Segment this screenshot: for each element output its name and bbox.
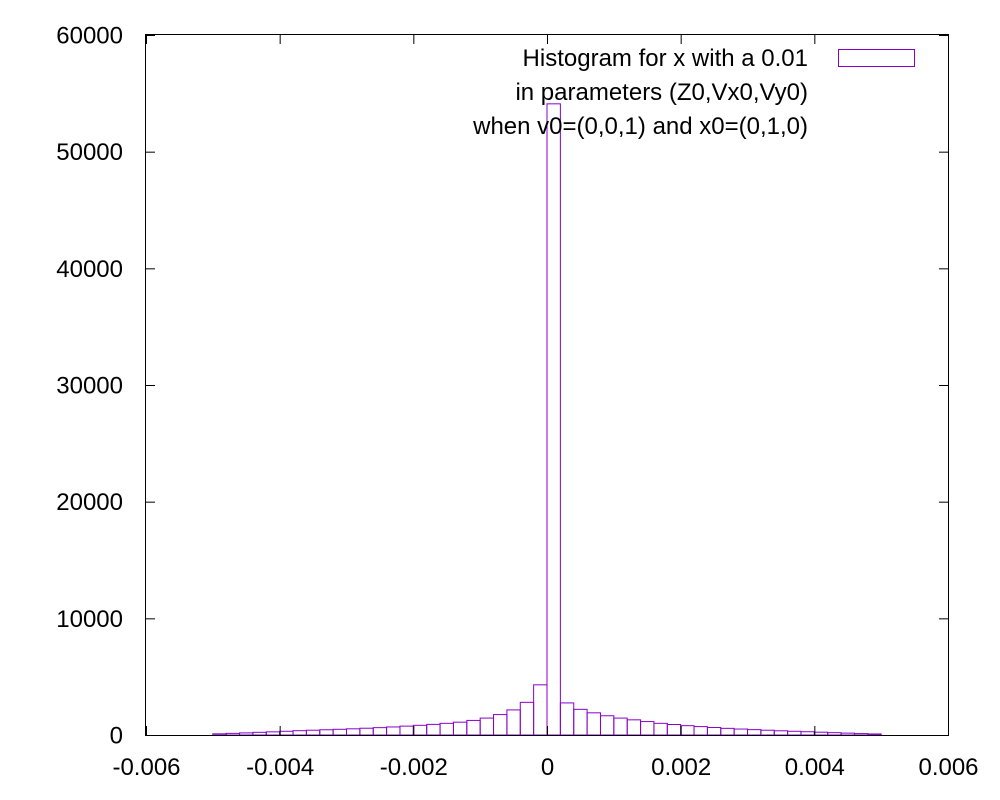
x-tick-label: 0.006 bbox=[918, 754, 978, 781]
histogram-bar bbox=[840, 732, 855, 736]
histogram-bar bbox=[305, 729, 321, 736]
histogram-bar bbox=[867, 733, 882, 736]
histogram-bar bbox=[733, 728, 749, 736]
histogram-bar bbox=[252, 731, 267, 736]
histogram-bar bbox=[332, 728, 348, 736]
histogram-bar bbox=[773, 730, 789, 736]
x-tick-label: 0 bbox=[541, 754, 554, 781]
legend-label-line: in parameters (Z0,Vx0,Vy0) bbox=[515, 79, 808, 106]
histogram-bar bbox=[439, 722, 454, 736]
histogram-bar bbox=[653, 722, 668, 736]
x-tick-label: -0.006 bbox=[112, 754, 180, 781]
histogram-bar bbox=[506, 709, 521, 736]
histogram-bar bbox=[747, 729, 762, 736]
histogram-bar bbox=[613, 717, 628, 736]
histogram-bar bbox=[426, 723, 441, 736]
histogram-bar bbox=[760, 729, 775, 736]
histogram-bar bbox=[680, 725, 695, 736]
x-tick-label: -0.004 bbox=[246, 754, 314, 781]
histogram-bar bbox=[519, 701, 535, 736]
histogram-bar bbox=[640, 721, 655, 736]
y-tick-label: 30000 bbox=[56, 373, 123, 400]
histogram-bar bbox=[493, 714, 508, 736]
legend: Histogram for x with a 0.01 in parameters… bbox=[472, 45, 915, 140]
histogram-bar bbox=[452, 721, 468, 736]
histogram-bar bbox=[319, 729, 334, 736]
histogram-bar bbox=[479, 717, 495, 736]
histogram-bar bbox=[466, 719, 481, 736]
histogram-bar bbox=[720, 727, 735, 736]
y-tick-label: 20000 bbox=[56, 489, 123, 516]
histogram-bar bbox=[693, 726, 708, 736]
histogram-bar bbox=[599, 715, 615, 736]
histogram-bar bbox=[359, 727, 374, 736]
histogram-bar bbox=[533, 684, 548, 736]
histogram-bar bbox=[706, 727, 722, 736]
histogram-bar bbox=[292, 730, 307, 736]
histogram-bar bbox=[827, 732, 842, 736]
x-tick-label: -0.002 bbox=[380, 754, 448, 781]
histogram-bar bbox=[386, 726, 401, 736]
bars-layer bbox=[212, 103, 882, 736]
y-tick-label: 0 bbox=[110, 723, 123, 750]
legend-label-line: Histogram for x with a 0.01 bbox=[523, 45, 808, 72]
plot-frame bbox=[145, 34, 949, 736]
x-tick-label: 0.002 bbox=[651, 754, 711, 781]
histogram-bar bbox=[800, 731, 815, 736]
histogram-bar bbox=[346, 728, 361, 736]
x-tick-label: 0.004 bbox=[785, 754, 845, 781]
histogram-bar bbox=[586, 712, 601, 736]
histogram-bar bbox=[546, 103, 561, 736]
histogram-bar bbox=[279, 730, 294, 736]
histogram-bar bbox=[573, 708, 588, 736]
y-tick-label: 50000 bbox=[56, 139, 123, 166]
y-tick-label: 60000 bbox=[56, 23, 123, 50]
histogram-bar bbox=[265, 731, 281, 736]
histogram-bar bbox=[372, 727, 388, 736]
histogram-bar bbox=[813, 731, 829, 736]
histogram-bar bbox=[853, 733, 869, 736]
histogram-bar bbox=[225, 732, 241, 736]
histogram-bar bbox=[399, 725, 414, 736]
histogram-bar bbox=[666, 724, 682, 736]
histogram-bar bbox=[212, 733, 227, 736]
histogram-bar bbox=[559, 702, 575, 736]
y-tick-label: 10000 bbox=[56, 606, 123, 633]
legend-label-line: when v0=(0,0,1) and x0=(0,1,0) bbox=[472, 113, 808, 140]
histogram-bar bbox=[626, 719, 642, 736]
histogram-bar bbox=[412, 724, 428, 736]
tick-labels-layer: -0.006 -0.004 -0.002 0 0.002 0.004 0.006 0 10000… bbox=[56, 23, 978, 782]
histogram-bar bbox=[239, 732, 254, 736]
histogram-bar bbox=[787, 730, 802, 736]
y-tick-label: 40000 bbox=[56, 256, 123, 283]
legend-swatch bbox=[838, 49, 915, 67]
